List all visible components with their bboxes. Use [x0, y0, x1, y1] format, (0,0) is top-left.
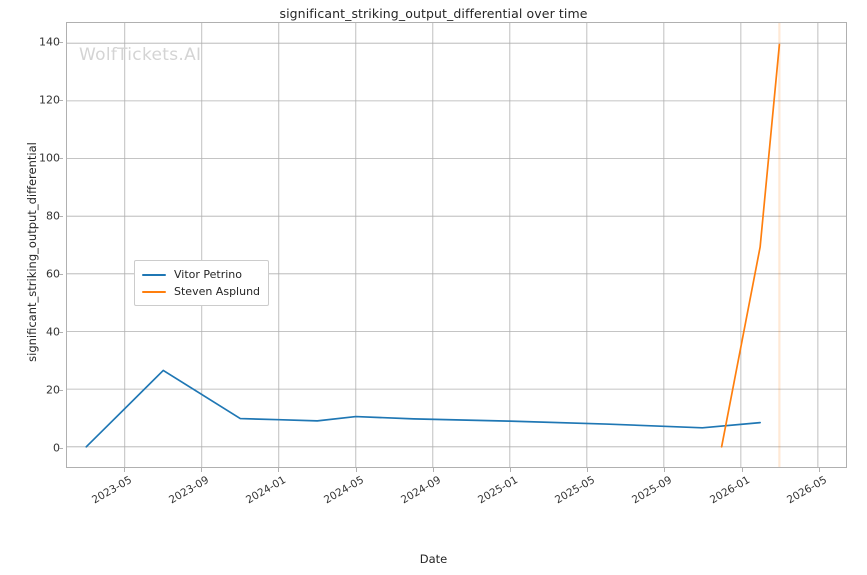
x-tick-mark	[278, 468, 280, 472]
x-tick-label: 2024-09	[398, 474, 443, 507]
legend-item[interactable]: Steven Asplund	[142, 283, 260, 300]
chart-title: significant_striking_output_differential…	[279, 6, 588, 21]
legend-item[interactable]: Vitor Petrino	[142, 266, 260, 283]
x-axis-ticks: 2023-05 2023-09 2024-01 2024-05 2024-09 2025-…	[66, 468, 847, 548]
y-tick-mark	[59, 447, 63, 449]
chart-legend: Vitor Petrino Steven Asplund	[134, 260, 270, 306]
x-tick-label: 2025-01	[475, 474, 520, 507]
x-tick-mark	[123, 468, 125, 472]
series-line	[85, 369, 761, 448]
legend-label: Vitor Petrino	[174, 268, 243, 281]
y-tick-mark	[59, 273, 63, 275]
x-tick-mark	[432, 468, 434, 472]
x-tick-label: 2026-05	[784, 474, 829, 507]
legend-color-swatch	[142, 273, 166, 276]
legend-color-swatch	[142, 290, 166, 293]
series-line	[720, 43, 781, 448]
y-tick-label: 120	[39, 93, 60, 107]
y-tick-mark	[59, 331, 63, 333]
x-tick-label: 2025-05	[553, 474, 598, 507]
y-tick-label: 0	[53, 441, 60, 455]
x-tick-mark	[355, 468, 357, 472]
x-tick-label: 2023-09	[167, 474, 212, 507]
y-tick-mark	[59, 158, 63, 160]
x-tick-mark	[509, 468, 511, 472]
y-tick-mark	[59, 100, 63, 102]
x-tick-mark	[741, 468, 743, 472]
y-tick-label: 40	[46, 325, 60, 339]
y-tick-label: 20	[46, 383, 60, 397]
plot-area: WolfTickets.AI Vitor Petrino Steven Asplu…	[66, 22, 847, 468]
y-tick-mark	[59, 216, 63, 218]
x-axis-label: Date	[419, 552, 448, 566]
y-tick-label: 60	[46, 267, 60, 281]
y-tick-mark	[59, 389, 63, 391]
y-axis-ticks: 0 20 40 60 80 100 120 140	[0, 22, 63, 468]
x-tick-label: 2024-05	[321, 474, 366, 507]
x-tick-label: 2023-05	[89, 474, 134, 507]
y-tick-label: 80	[46, 209, 60, 223]
x-tick-label: 2024-01	[244, 474, 289, 507]
x-tick-mark	[664, 468, 666, 472]
y-tick-label: 140	[39, 35, 60, 49]
x-tick-mark	[587, 468, 589, 472]
x-tick-mark	[818, 468, 820, 472]
data-series-layer	[85, 23, 781, 467]
y-tick-mark	[59, 42, 63, 44]
legend-label: Steven Asplund	[174, 285, 261, 298]
grid-lines	[67, 23, 846, 467]
x-tick-label: 2026-01	[707, 474, 752, 507]
y-tick-label: 100	[39, 151, 60, 165]
x-tick-mark	[201, 468, 203, 472]
x-tick-label: 2025-09	[630, 474, 675, 507]
